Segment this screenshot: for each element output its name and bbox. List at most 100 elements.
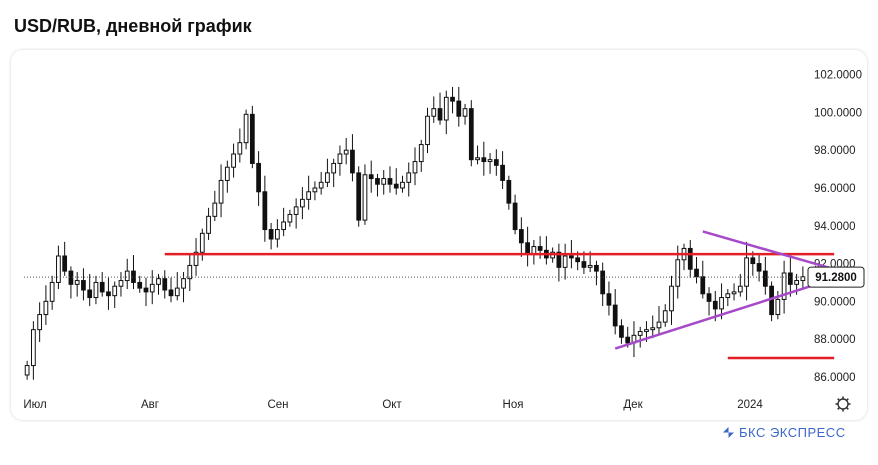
candle-down (468, 108, 474, 161)
candle-up (224, 166, 230, 181)
y-tick-label: 86.0000 (814, 372, 856, 384)
triangle-trend-line (614, 277, 835, 350)
candle-up (731, 291, 737, 295)
candle-up (794, 280, 799, 285)
candle-down (393, 183, 399, 189)
gear-icon[interactable] (835, 396, 851, 412)
candle-up (237, 142, 243, 155)
y-tick-label: 96.0000 (814, 183, 856, 195)
chart-title: USD/RUB, дневной график (14, 16, 252, 36)
candle-up (637, 331, 643, 336)
candle-up (193, 251, 199, 266)
y-tick-label: 88.0000 (814, 334, 856, 346)
candle-up (325, 172, 330, 183)
candle-down (143, 287, 149, 293)
candle-up (149, 283, 155, 293)
candle-up (669, 285, 674, 312)
candle-up (406, 172, 412, 183)
candle-down (268, 229, 274, 240)
last-price-badge (807, 266, 865, 288)
candle-down (569, 255, 574, 259)
candle-up (156, 278, 161, 285)
candle-down (525, 242, 530, 255)
candle-up (174, 287, 180, 297)
candle-up (318, 181, 324, 189)
candle-up (112, 285, 118, 297)
candle-down (706, 293, 712, 302)
x-tick-label: Окт (382, 399, 402, 411)
candle-up (362, 174, 368, 221)
candle-up (650, 327, 656, 331)
x-tick-label: Июл (23, 399, 46, 411)
candle-up (775, 298, 781, 316)
candle-up (587, 264, 593, 268)
candle-down (750, 257, 756, 265)
last-price-label: 91.2800 (815, 272, 857, 284)
candle-down (99, 281, 105, 293)
candle-up (281, 221, 287, 231)
candle-down (537, 246, 543, 251)
x-tick-label: Авг (141, 399, 159, 411)
y-tick-label: 102.0000 (814, 70, 862, 82)
candle-down (619, 325, 624, 338)
candle-up (274, 229, 280, 240)
y-tick-label: 94.0000 (814, 221, 856, 233)
bks-logo-icon (723, 427, 734, 438)
y-tick-label: 90.0000 (814, 296, 856, 308)
candle-up (737, 285, 743, 293)
candle-down (375, 178, 380, 185)
candle-up (37, 314, 43, 331)
candle-down (575, 257, 581, 263)
candle-up (287, 213, 293, 223)
candle-up (199, 232, 205, 253)
candle-down (68, 270, 74, 285)
x-tick-label: Дек (623, 399, 643, 411)
candle-down (481, 157, 487, 163)
x-tick-label: Ноя (503, 399, 524, 411)
candle-down (600, 270, 606, 295)
candle-up (381, 178, 387, 185)
candle-down (450, 96, 455, 102)
candle-down (700, 276, 706, 295)
candle-down (493, 159, 499, 166)
candle-up (49, 281, 55, 302)
candle-up (475, 157, 480, 161)
candle-down (787, 272, 793, 285)
candle-down (506, 179, 512, 204)
triangle-trend-line (702, 230, 835, 271)
candle-up (725, 293, 731, 299)
y-tick-label: 98.0000 (814, 145, 856, 157)
candle-up (118, 280, 124, 287)
candle-up (331, 162, 337, 174)
candle-down (594, 264, 599, 272)
candle-down (762, 270, 768, 287)
candle-up (31, 329, 36, 367)
candle-down (162, 278, 168, 291)
candle-up (337, 153, 343, 164)
candle-up (43, 300, 49, 316)
candle-up (300, 198, 305, 208)
candle-down (168, 289, 174, 297)
candle-up (124, 270, 130, 282)
candle-down (437, 108, 443, 121)
candle-up (644, 329, 649, 333)
candle-down (356, 172, 362, 221)
candle-down (350, 149, 355, 174)
candle-down (262, 191, 268, 231)
candle-up (187, 264, 193, 280)
candle-up (443, 96, 449, 121)
candle-down (256, 162, 261, 193)
candle-up (662, 310, 668, 323)
candle-down (106, 291, 111, 297)
candle-up (212, 202, 218, 217)
candle-down (456, 100, 462, 117)
candle-up (343, 149, 349, 155)
candle-down (512, 202, 518, 231)
candle-down (87, 289, 93, 299)
candle-down (756, 263, 762, 272)
candle-down (556, 251, 562, 268)
candle-up (312, 187, 318, 193)
candle-up (800, 276, 806, 282)
candle-down (500, 164, 505, 181)
